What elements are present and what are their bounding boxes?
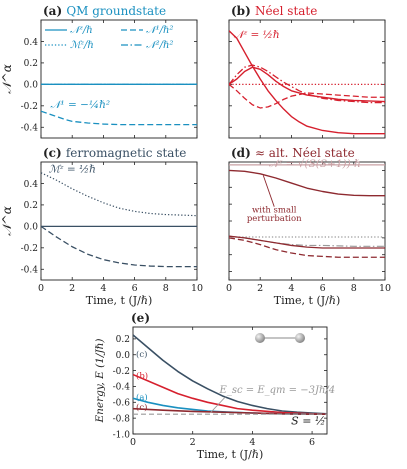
panel-title: (d) ≈ alt. Néel state	[231, 146, 355, 160]
y-tick-label: -0.2	[21, 244, 38, 254]
panel-d: 0 2 4 6 8 10 (d) ≈ alt. Néel state Time, t (J/ℏ…	[226, 146, 391, 307]
y-tick-label: 0.2	[24, 59, 38, 69]
x-tick-label: 10	[379, 283, 391, 294]
axes-frame	[132, 326, 328, 435]
x-tick-label: 4	[100, 283, 106, 294]
axes-frame	[40, 161, 198, 281]
y-axis-label: 𝒩^α	[0, 64, 14, 94]
panel-a: -0.4 -0.2 0.0 0.2 0.4 (a) QM groundstate 𝒩^α 𝒩ᶻ…	[0, 4, 198, 139]
x-axis-label: Time, t (J/ℏ)	[274, 294, 341, 307]
series-label: (a)	[136, 392, 148, 403]
series-line-4	[229, 235, 385, 247]
y-tick-label: -0.2	[21, 102, 38, 112]
y-axis-label: Energy, E (1/Jℏ)	[94, 339, 106, 424]
series-line-2	[133, 373, 327, 415]
y-axis-label: 𝒩^α	[0, 206, 14, 236]
y-tick-label: 0.4	[24, 180, 39, 190]
x-tick-label: 2	[190, 437, 196, 448]
series-line-1	[229, 169, 385, 197]
annotation-pointer	[210, 396, 226, 413]
axes-frame	[40, 19, 198, 139]
legend-label: 𝒩¹/ℏ²	[146, 25, 173, 36]
y-tick-label: 0.4	[24, 38, 39, 48]
legend-label: ℳᶻ/ℏ	[70, 40, 94, 51]
series-line-4	[229, 83, 385, 109]
y-tick-label: -0.4	[21, 266, 39, 276]
y-tick-label: -0.8	[113, 414, 131, 424]
x-tick-label: 2	[257, 283, 263, 294]
annotation: S = ½	[291, 414, 325, 427]
dimer-icon	[255, 333, 305, 343]
series-line-1	[133, 334, 327, 415]
x-axis-label: Time, t (J/ℏ)	[86, 294, 153, 307]
series-line-3	[229, 64, 385, 104]
annotation: 𝒩ᶻ = √(S(S+1)) ℏ	[269, 158, 361, 170]
annotation: ℳᶻ = ½ℏ	[49, 164, 96, 176]
series-line-6	[229, 237, 385, 258]
series-label: (c)	[136, 349, 147, 360]
x-tick-label: 10	[191, 283, 203, 294]
x-tick-label: 8	[163, 283, 169, 294]
annotation: E_sc = E_qm = −3Jℏ/4	[219, 385, 336, 396]
series-line-2	[41, 225, 197, 268]
y-tick-label: -0.2	[113, 367, 130, 377]
series-label: (b)	[136, 371, 148, 382]
legend-label: 𝒩ᶻ/ℏ	[70, 25, 93, 36]
y-tick-label: -1.0	[113, 430, 131, 440]
panel-c: 0 2 4 6 8 10 -0.4 -0.2 0.0 0.2 0.4 (c) ferromagneti…	[0, 146, 203, 307]
y-tick-label: -0.4	[113, 383, 131, 393]
x-tick-label: 2	[69, 283, 75, 294]
x-tick-label: 0	[226, 283, 232, 294]
x-tick-label: 6	[309, 437, 315, 448]
y-tick-label: 0.0	[24, 223, 39, 233]
y-tick-label: 0.0	[24, 81, 39, 91]
x-axis-label: Time, t (J/ℏ)	[197, 448, 264, 461]
x-tick-label: 6	[132, 283, 138, 294]
x-tick-label: 4	[249, 437, 255, 448]
series-line-5	[229, 235, 385, 249]
legend-label: 𝒩²/ℏ²	[146, 40, 173, 51]
panel-e: 0 2 4 6 -1.0 -0.8 -0.6 -0.4 -0.2 0.0 0.2(e) Energy,…	[94, 311, 335, 461]
y-tick-label: -0.6	[113, 399, 131, 409]
series-label: (c)	[136, 402, 147, 413]
panel-title: (a) QM groundstate	[43, 4, 166, 18]
annotation: 𝒩ᶻ = ½ℏ	[234, 29, 280, 41]
series-line-4	[133, 407, 327, 415]
x-tick-label: 0	[130, 437, 136, 448]
annotation: perturbation	[247, 214, 302, 224]
series-line-1	[229, 30, 385, 135]
annotation-pointer	[262, 175, 275, 207]
x-tick-label: 4	[288, 283, 294, 294]
annotation: with small	[252, 206, 297, 216]
series-line-1	[41, 172, 197, 217]
x-tick-label: 6	[320, 283, 326, 294]
panel-title: (e)	[131, 311, 150, 325]
y-tick-label: 0.2	[116, 335, 130, 345]
panel-title: (c) ferromagnetic state	[43, 146, 186, 160]
y-tick-label: 0.0	[116, 351, 131, 361]
legend: 𝒩ᶻ/ℏ 𝒩¹/ℏ² ℳᶻ/ℏ 𝒩²/ℏ²	[45, 25, 173, 51]
annotation: 𝒩¹ = −¼ℏ²	[50, 99, 110, 111]
y-tick-label: 0.2	[24, 201, 38, 211]
series-line-2	[41, 110, 197, 126]
panel-b: (b) Néel state 𝒩ᶻ = ½ℏ	[228, 4, 386, 139]
y-tick-label: -0.4	[21, 124, 39, 134]
panel-title: (b) Néel state	[231, 4, 317, 18]
x-tick-label: 8	[351, 283, 357, 294]
axes-frame	[228, 19, 386, 139]
x-tick-label: 0	[38, 283, 44, 294]
